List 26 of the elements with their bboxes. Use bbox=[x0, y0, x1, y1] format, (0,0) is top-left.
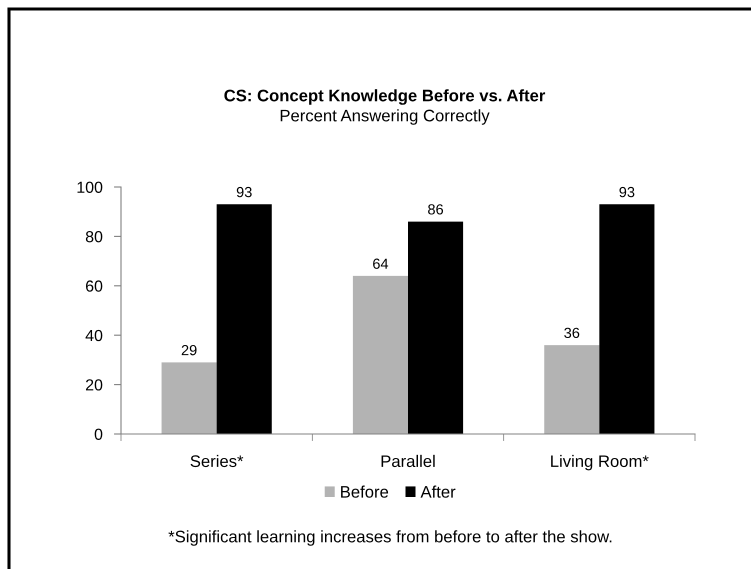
bar bbox=[408, 222, 464, 434]
data-label: 86 bbox=[428, 204, 444, 215]
data-label: 29 bbox=[182, 344, 197, 356]
chart-subtitle: Percent Answering Correctly bbox=[280, 109, 490, 125]
text: *Significant learning increases from before to after the show. bbox=[168, 530, 612, 546]
data-label: 93 bbox=[619, 186, 634, 198]
y-tick-label: 20 bbox=[86, 379, 102, 391]
y-tick-label: 80 bbox=[86, 231, 102, 242]
x-tick-label: Parallel bbox=[382, 454, 435, 468]
y-tick-label: 40 bbox=[86, 330, 102, 342]
legend-label: After bbox=[420, 486, 456, 498]
legend-label: Before bbox=[341, 486, 388, 498]
bar bbox=[352, 276, 408, 434]
bar bbox=[162, 362, 217, 434]
bar bbox=[216, 204, 272, 434]
data-label: 64 bbox=[373, 258, 388, 269]
chart-title: CS: Concept Knowledge Before vs. After bbox=[224, 89, 546, 105]
y-tick-label: 60 bbox=[86, 280, 102, 292]
data-label: 36 bbox=[564, 328, 580, 338]
x-tick-label: Series* bbox=[190, 454, 244, 468]
bar bbox=[599, 204, 654, 434]
x-tick-label: Living Room* bbox=[551, 454, 649, 470]
bar bbox=[544, 345, 600, 434]
y-tick-label: 0 bbox=[94, 428, 102, 440]
data-label: 93 bbox=[236, 186, 252, 198]
y-tick-label: 100 bbox=[78, 182, 102, 193]
